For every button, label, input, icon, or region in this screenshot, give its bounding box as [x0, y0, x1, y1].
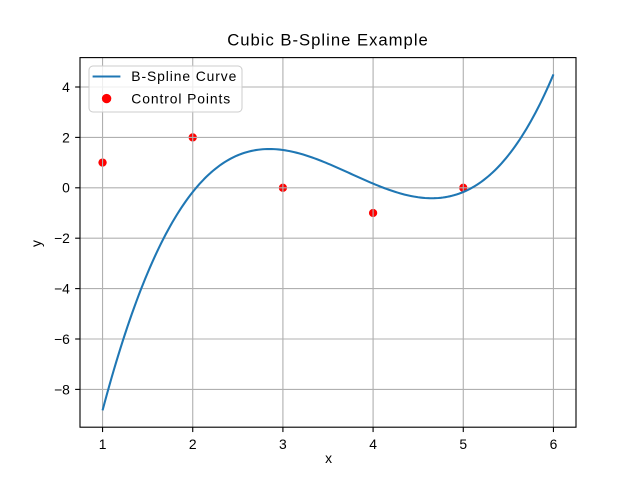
svg-text:2: 2: [62, 129, 70, 145]
svg-text:−4: −4: [54, 281, 70, 297]
svg-text:B-Spline Curve: B-Spline Curve: [131, 68, 237, 84]
svg-text:−2: −2: [54, 230, 70, 246]
svg-text:1: 1: [99, 436, 107, 452]
svg-text:6: 6: [550, 436, 558, 452]
svg-text:2: 2: [189, 436, 197, 452]
svg-text:y: y: [28, 240, 44, 247]
svg-text:0: 0: [62, 180, 70, 196]
svg-text:Cubic B-Spline Example: Cubic B-Spline Example: [227, 30, 429, 49]
svg-text:Control Points: Control Points: [131, 90, 231, 106]
svg-text:4: 4: [369, 436, 377, 452]
svg-text:−6: −6: [54, 331, 70, 347]
svg-text:3: 3: [279, 436, 287, 452]
svg-text:4: 4: [62, 79, 70, 95]
svg-text:−8: −8: [54, 381, 70, 397]
svg-text:5: 5: [459, 436, 467, 452]
svg-text:x: x: [325, 450, 332, 466]
